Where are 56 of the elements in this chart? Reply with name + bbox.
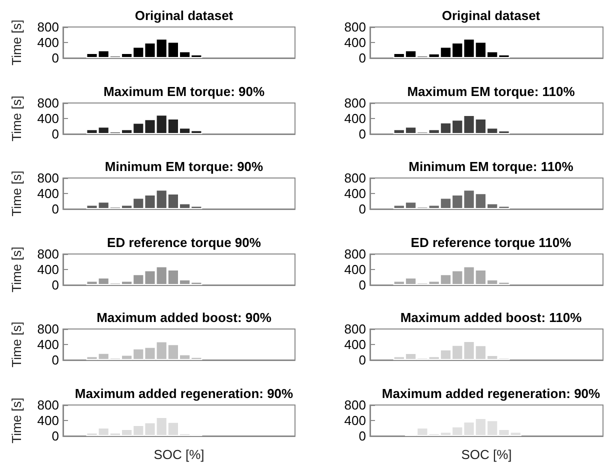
chart-title: Original dataset [442,8,541,23]
y-axis-title: Time [s] [9,322,24,368]
y-tick-label: 0 [358,428,366,443]
y-tick-label: 800 [344,20,366,34]
y-tick-label: 400 [37,262,59,276]
y-tick-label: 0 [52,126,59,141]
y-tick-label: 400 [37,412,59,428]
y-tick-label: 400 [37,35,59,50]
x-axis-title: SOC [%] [154,446,204,462]
y-tick-label: 800 [37,397,59,412]
y-axis-title: Time [s] [9,95,24,141]
y-tick-label: 0 [52,277,59,292]
y-axis-title: Time [s] [9,170,24,216]
chart-title: Minimum EM torque: 110% [408,159,574,174]
y-tick-label: 800 [37,322,59,336]
y-tick-label: 0 [358,126,366,141]
chart-title: Maximum EM torque: 90% [103,84,265,98]
chart-title: Maximum added boost: 90% [96,310,272,325]
y-axis-title: Time [s] [9,20,24,66]
y-tick-label: 0 [52,352,59,368]
y-tick-label: 400 [344,337,366,352]
y-tick-label: 800 [344,322,366,336]
y-tick-label: 800 [344,170,366,186]
y-tick-label: 0 [358,352,366,368]
y-tick-label: 0 [358,202,366,216]
y-tick-label: 800 [37,95,59,110]
chart-title: Maximum added regeneration: 90% [382,386,601,400]
y-tick-label: 400 [344,262,366,276]
y-tick-label: 800 [344,95,366,110]
y-tick-label: 800 [344,397,366,412]
y-tick-label: 400 [344,110,366,126]
y-axis-title: Time [s] [9,246,24,292]
y-tick-label: 0 [358,277,366,292]
y-tick-label: 400 [37,186,59,201]
y-axis-title: Time [s] [9,397,24,443]
y-tick-label: 400 [344,35,366,50]
chart-title: Minimum EM torque: 90% [104,159,264,174]
y-tick-label: 400 [344,186,366,201]
chart-title: Maximum EM torque: 110% [407,84,576,98]
y-tick-label: 0 [358,50,366,66]
y-tick-label: 800 [37,170,59,186]
y-tick-label: 800 [37,246,59,261]
chart-title: Maximum added regeneration: 90% [74,386,294,400]
y-tick-label: 400 [37,110,59,126]
y-tick-label: 0 [52,202,59,216]
y-tick-label: 800 [344,246,366,261]
chart-title: Original dataset [134,8,234,23]
chart-title: ED reference torque 90% [107,234,262,250]
y-tick-label: 0 [52,50,59,66]
y-tick-label: 400 [344,412,366,428]
y-tick-label: 400 [37,337,59,352]
chart-title: ED reference torque 110% [410,234,572,250]
y-tick-label: 800 [37,20,59,34]
y-tick-label: 0 [52,428,59,443]
x-axis-title: SOC [%] [461,446,512,462]
chart-title: Maximum added boost: 110% [400,310,582,325]
